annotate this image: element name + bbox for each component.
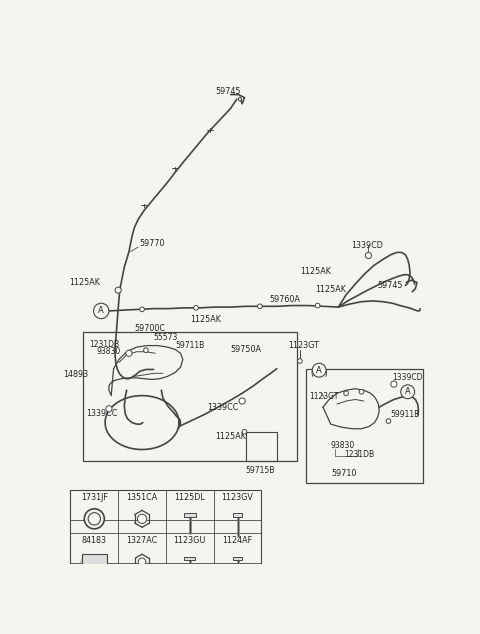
Text: 59760A: 59760A: [269, 295, 300, 304]
Circle shape: [137, 514, 147, 524]
Text: 1231DB: 1231DB: [345, 450, 375, 460]
Text: 1125AK: 1125AK: [300, 267, 331, 276]
Text: 1124AF: 1124AF: [222, 536, 252, 545]
Circle shape: [258, 304, 262, 309]
Text: 1123GT: 1123GT: [288, 341, 319, 350]
Text: 1327AC: 1327AC: [126, 536, 157, 545]
Circle shape: [138, 558, 146, 566]
Text: 93830: 93830: [331, 441, 355, 450]
Text: 14893: 14893: [63, 370, 88, 379]
Circle shape: [94, 303, 109, 319]
Text: 84183: 84183: [82, 536, 107, 545]
Text: 1339CD: 1339CD: [392, 373, 423, 382]
Bar: [233, 557, 242, 560]
Text: 1125AK: 1125AK: [191, 315, 221, 324]
Text: 59715B: 59715B: [245, 466, 275, 475]
Text: A: A: [316, 366, 322, 375]
Bar: [71, 490, 262, 576]
Circle shape: [315, 303, 320, 308]
Text: 55573: 55573: [154, 333, 178, 342]
Circle shape: [391, 381, 397, 387]
Text: 1339CC: 1339CC: [86, 409, 117, 418]
Text: 1351CA: 1351CA: [126, 493, 157, 501]
Text: 1123GT: 1123GT: [309, 392, 338, 401]
Bar: [233, 514, 242, 517]
Circle shape: [298, 359, 302, 363]
Circle shape: [115, 287, 121, 293]
Bar: [306, 369, 423, 482]
Circle shape: [312, 363, 326, 377]
Circle shape: [106, 406, 112, 412]
Text: A: A: [405, 387, 410, 396]
Text: 1731JF: 1731JF: [81, 493, 108, 501]
Bar: [246, 432, 277, 461]
Text: 1339CC: 1339CC: [207, 403, 239, 411]
Text: A: A: [98, 306, 104, 316]
Circle shape: [365, 252, 372, 259]
Text: 59711B: 59711B: [175, 341, 204, 350]
Circle shape: [242, 429, 247, 434]
Text: 1231DB: 1231DB: [89, 340, 119, 349]
Text: 59700C: 59700C: [134, 324, 165, 333]
Text: (MT): (MT): [310, 369, 328, 378]
Circle shape: [144, 348, 148, 353]
Circle shape: [386, 418, 391, 424]
Circle shape: [88, 513, 100, 525]
Text: 59745: 59745: [215, 87, 240, 96]
Circle shape: [344, 391, 348, 396]
Text: 59911B: 59911B: [391, 410, 420, 419]
Text: 59710: 59710: [332, 469, 357, 478]
Circle shape: [193, 306, 198, 310]
Text: 1123GV: 1123GV: [222, 493, 253, 501]
Circle shape: [239, 398, 245, 404]
Text: 1125DL: 1125DL: [174, 493, 205, 501]
Circle shape: [401, 385, 415, 399]
Text: 1125AK: 1125AK: [215, 432, 246, 441]
Text: 1339CD: 1339CD: [351, 241, 383, 250]
Circle shape: [359, 389, 364, 394]
Bar: [83, 332, 297, 461]
Text: 1123GU: 1123GU: [174, 536, 206, 545]
Bar: [184, 557, 195, 560]
Text: 59770: 59770: [140, 240, 165, 249]
Bar: [82, 554, 107, 570]
Text: 93830: 93830: [96, 347, 121, 356]
Text: 59745: 59745: [377, 281, 402, 290]
Circle shape: [126, 350, 132, 356]
Text: 1125AK: 1125AK: [69, 278, 100, 287]
Bar: [184, 514, 196, 517]
Text: 59750A: 59750A: [230, 345, 262, 354]
Text: 1125AK: 1125AK: [315, 285, 346, 294]
Circle shape: [140, 307, 144, 312]
Circle shape: [84, 509, 104, 529]
Circle shape: [238, 98, 241, 101]
